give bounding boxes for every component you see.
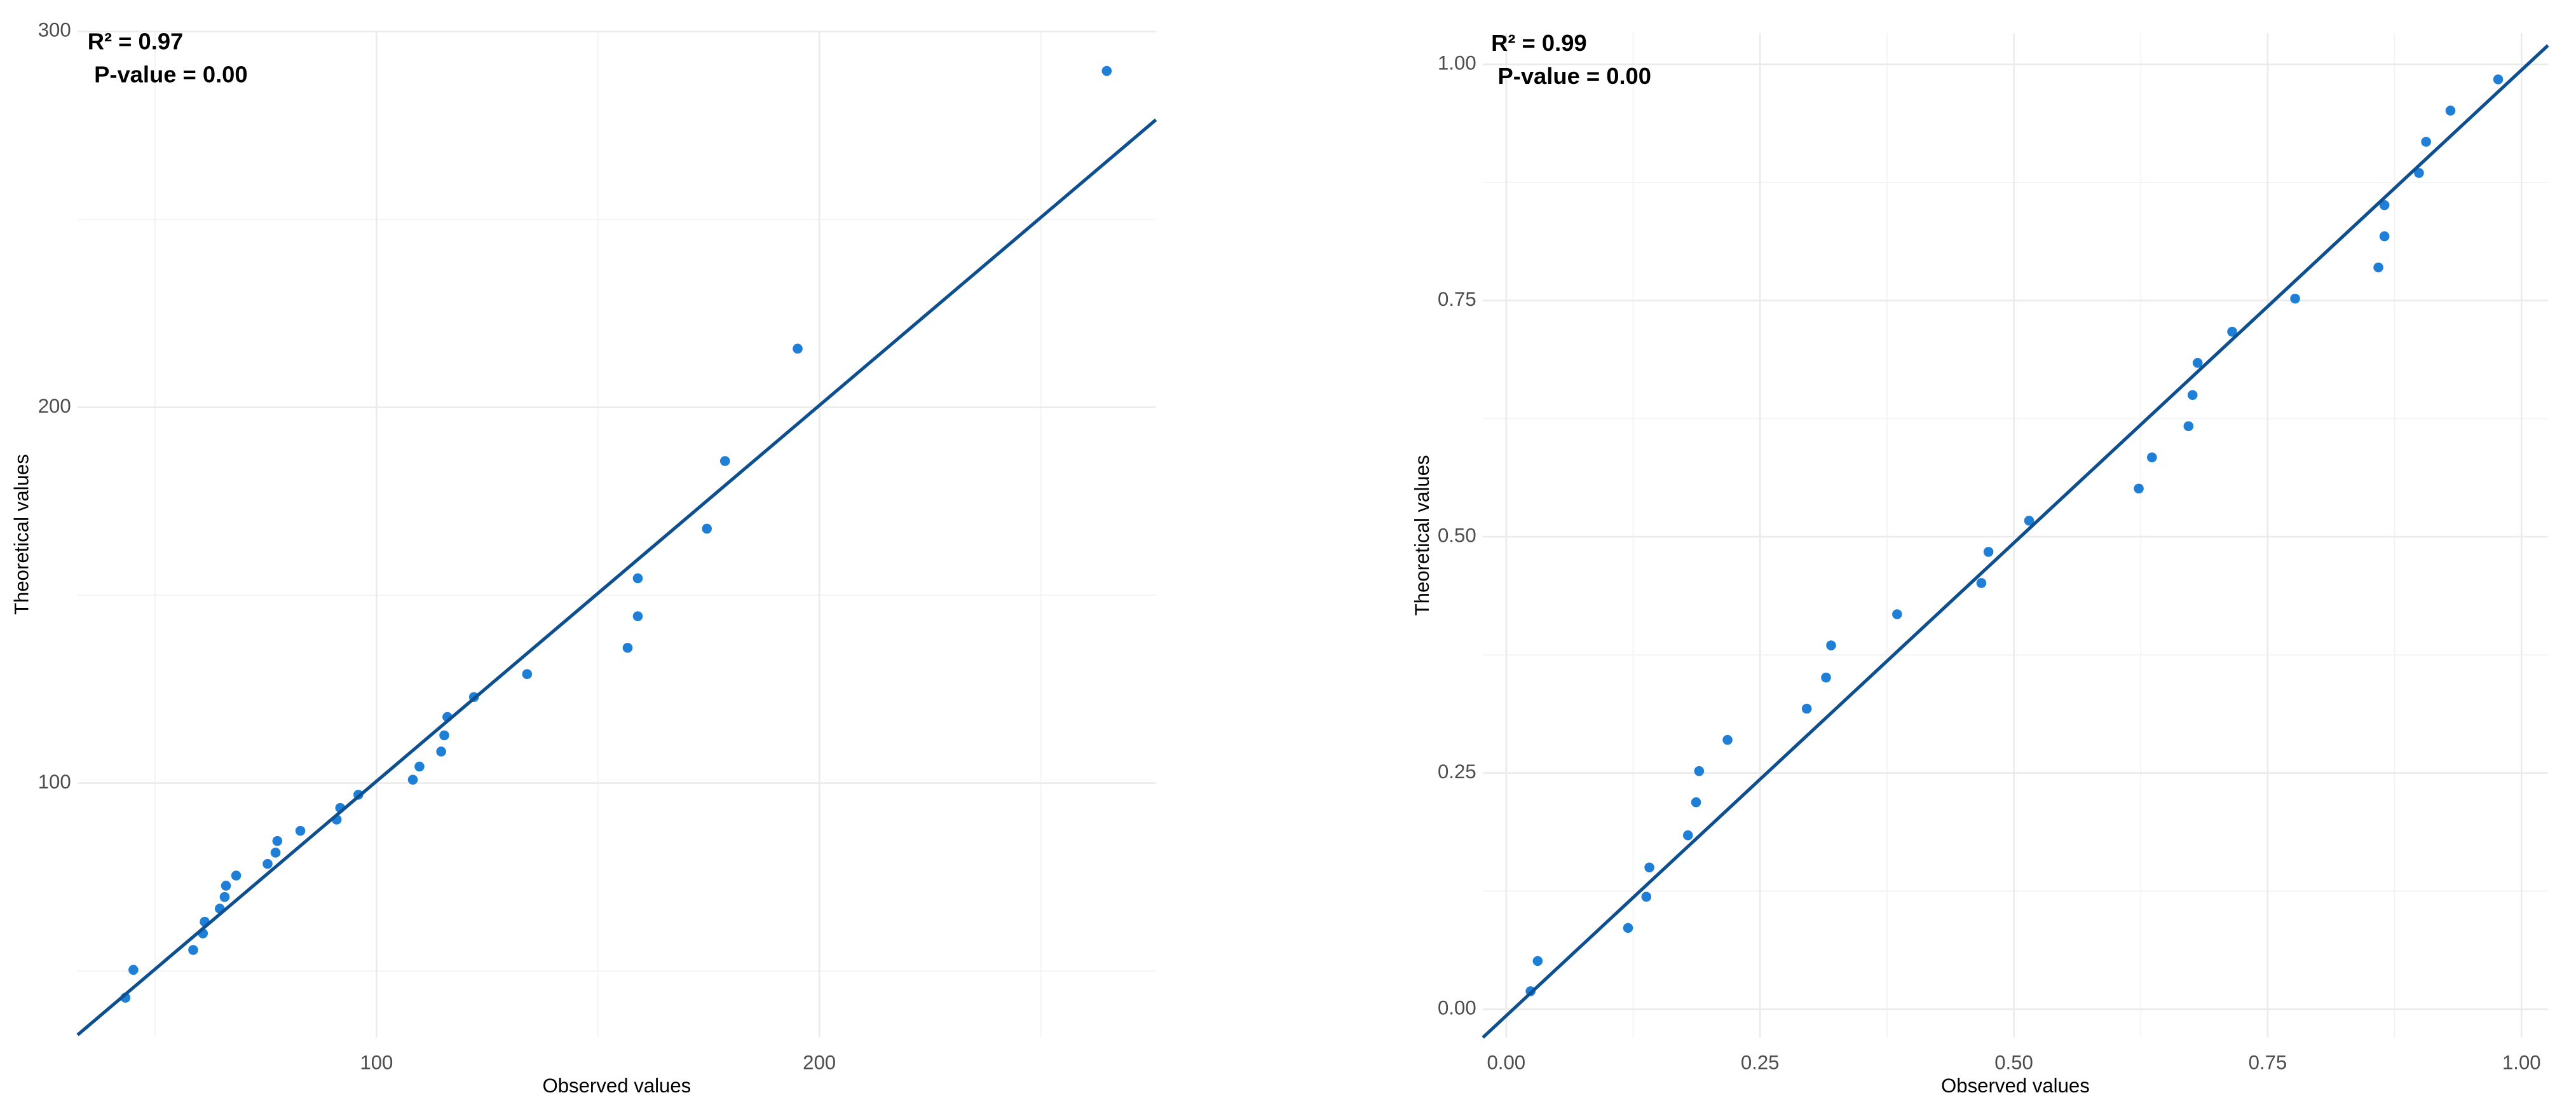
x-tick-label: 0.25 (1741, 1052, 1780, 1074)
point (1976, 578, 1987, 588)
y-tick-label: 0.00 (1438, 996, 1476, 1019)
point (2421, 137, 2431, 147)
x-tick-label: 0.50 (1994, 1052, 2033, 1074)
x-tick-label: 0.75 (2249, 1052, 2287, 1074)
fit-line (76, 118, 1157, 1036)
point (1532, 956, 1543, 966)
point (1983, 547, 1994, 557)
point (1644, 862, 1654, 873)
point (719, 456, 730, 466)
point (231, 870, 242, 881)
point (1694, 766, 1705, 776)
point (2187, 390, 2198, 401)
point (2379, 231, 2390, 242)
y-tick-label: 300 (38, 19, 71, 41)
point (1623, 923, 1633, 933)
point (1821, 672, 1831, 683)
annotation: P-value = 0.00 (94, 61, 248, 87)
point (1826, 640, 1836, 650)
point (632, 573, 643, 584)
x-tick-label: 100 (360, 1052, 393, 1074)
point (1801, 703, 1812, 714)
y-tick-label: 1.00 (1438, 52, 1476, 74)
y-tick-label: 0.25 (1438, 760, 1476, 783)
point (1892, 609, 1902, 619)
y-tick-label: 100 (38, 771, 71, 793)
point (2024, 516, 2034, 526)
point (793, 343, 803, 354)
point (522, 669, 533, 679)
point (407, 774, 418, 785)
point (1722, 734, 1733, 745)
point (414, 761, 425, 772)
point (2192, 357, 2203, 368)
x-tick-label: 0.00 (1487, 1052, 1525, 1074)
point (1101, 65, 1112, 76)
y-tick-label: 0.75 (1438, 288, 1476, 310)
point (221, 881, 231, 891)
point (295, 825, 306, 836)
point (2227, 326, 2237, 337)
y-tick-label: 200 (38, 395, 71, 417)
point (436, 746, 446, 757)
point (2373, 262, 2383, 273)
point (219, 891, 230, 902)
x-axis-label: Observed values (542, 1075, 691, 1097)
point (622, 643, 633, 653)
x-tick-label: 200 (803, 1052, 836, 1074)
fit-line (1482, 44, 2549, 1039)
annotation: P-value = 0.00 (1497, 63, 1651, 89)
point (2290, 293, 2300, 304)
y-axis-label: Theoretical values (11, 454, 33, 615)
point (2493, 74, 2504, 85)
point (702, 523, 712, 534)
point (1691, 797, 1701, 808)
point (270, 848, 281, 858)
point (2147, 452, 2157, 463)
y-tick-label: 0.50 (1438, 524, 1476, 546)
annotation: R² = 0.99 (1491, 30, 1587, 56)
point (188, 945, 198, 955)
point (128, 965, 139, 975)
x-tick-label: 1.00 (2502, 1052, 2541, 1074)
point (2134, 483, 2144, 494)
point (262, 858, 273, 869)
point (1682, 830, 1693, 841)
point (272, 835, 283, 846)
point (632, 611, 643, 621)
point (1641, 891, 1652, 902)
point (439, 730, 449, 741)
point (2414, 168, 2424, 178)
y-axis-label: Theoretical values (1411, 455, 1433, 615)
point (2445, 106, 2456, 116)
point (2183, 421, 2194, 432)
point (2379, 200, 2390, 210)
x-axis-label: Observed values (1941, 1075, 2090, 1097)
annotation: R² = 0.97 (88, 28, 184, 54)
